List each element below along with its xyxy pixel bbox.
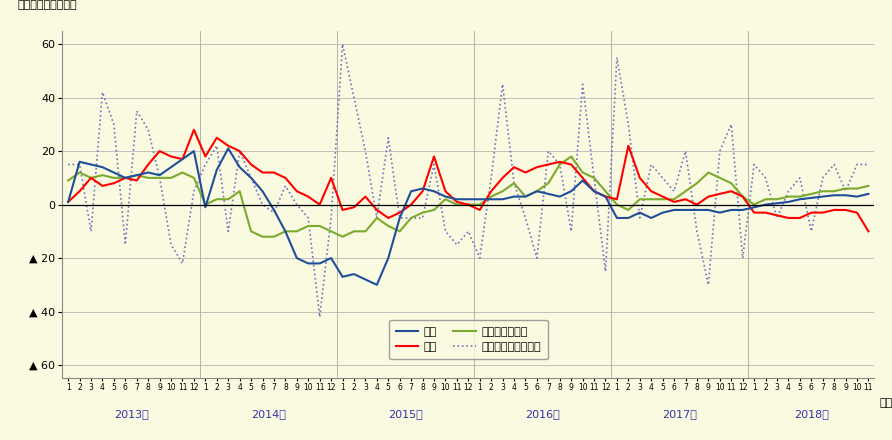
Text: 2015年: 2015年 (388, 409, 423, 419)
Text: 2017年: 2017年 (663, 409, 698, 419)
Text: （月）: （月） (880, 398, 892, 408)
Text: 2016年: 2016年 (525, 409, 560, 419)
Text: （前年同月比、％）: （前年同月比、％） (18, 0, 78, 10)
Text: 2018年: 2018年 (794, 409, 829, 419)
Text: 2013年: 2013年 (113, 409, 148, 419)
Text: 2014年: 2014年 (251, 409, 285, 419)
Legend: 持家, 貸家, 分譲（一戸建）, 分譲（マンション）: 持家, 貸家, 分譲（一戸建）, 分譲（マンション） (389, 320, 548, 359)
